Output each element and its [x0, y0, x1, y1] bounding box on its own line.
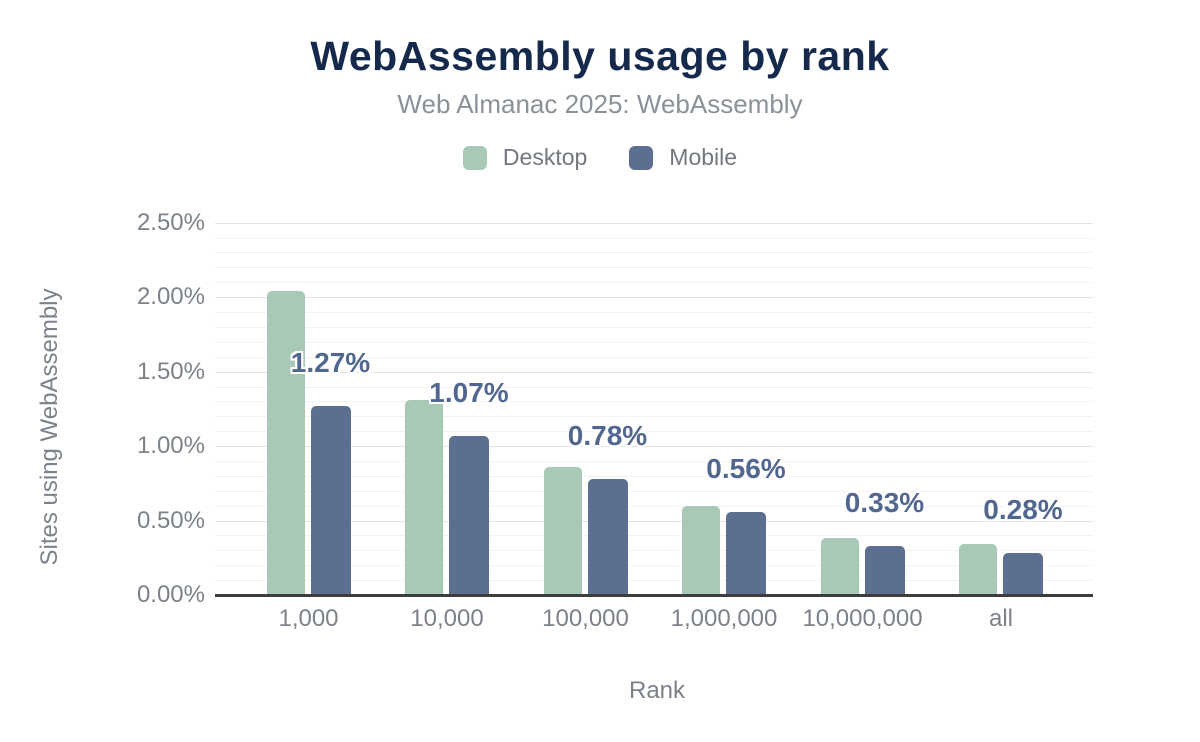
- minor-gridline: [215, 416, 1093, 418]
- x-axis-line: [215, 594, 1093, 597]
- value-label-10000000: 0.33%: [844, 486, 925, 518]
- value-label-1000: 1.27%: [290, 346, 371, 378]
- major-gridline: [215, 446, 1093, 448]
- minor-gridline: [215, 431, 1093, 433]
- minor-gridline: [215, 341, 1093, 343]
- minor-gridline: [215, 356, 1093, 358]
- x-tick-label: 100,000: [542, 605, 629, 632]
- x-tick-label: 1,000: [278, 605, 339, 632]
- bar-mobile-10000000[interactable]: [864, 545, 905, 595]
- bar-mobile-100000[interactable]: [587, 478, 628, 595]
- legend: Desktop Mobile: [0, 144, 1200, 171]
- minor-gridline: [215, 282, 1093, 284]
- major-gridline: [215, 222, 1093, 224]
- chart-subtitle: Web Almanac 2025: WebAssembly: [397, 89, 803, 119]
- y-tick-label: 0.00%: [136, 581, 205, 608]
- legend-item-mobile: Mobile: [629, 144, 737, 171]
- y-axis-title: Sites using WebAssembly: [36, 288, 63, 566]
- value-label-10000: 1.07%: [429, 376, 509, 408]
- mobile-legend-swatch-icon: [629, 145, 654, 170]
- major-gridline: [215, 297, 1093, 299]
- minor-gridline: [215, 386, 1093, 388]
- value-label-all: 0.28%: [983, 494, 1063, 526]
- bar-mobile-all[interactable]: [1003, 553, 1043, 595]
- bar-desktop-1000[interactable]: [266, 291, 305, 595]
- bar-desktop-100000[interactable]: [543, 466, 582, 595]
- value-label-100000: 0.78%: [567, 419, 648, 451]
- major-gridline: [215, 520, 1093, 522]
- minor-gridline: [215, 401, 1093, 403]
- minor-gridline: [215, 565, 1093, 567]
- bar-desktop-1000000[interactable]: [682, 505, 720, 595]
- x-tick-label: 10,000: [410, 605, 484, 632]
- minor-gridline: [215, 460, 1093, 462]
- y-tick-label: 2.50%: [136, 208, 205, 236]
- legend-label-mobile: Mobile: [669, 144, 738, 170]
- bar-mobile-10000[interactable]: [449, 435, 489, 595]
- minor-gridline: [215, 237, 1093, 239]
- minor-gridline: [215, 535, 1093, 537]
- y-tick-label: 2.00%: [136, 283, 205, 311]
- x-tick-label: 1,000,000: [670, 605, 778, 632]
- minor-gridline: [215, 267, 1093, 269]
- bar-desktop-10000[interactable]: [405, 399, 443, 595]
- x-tick-label: 10,000,000: [802, 605, 923, 632]
- x-axis-title: Rank: [628, 677, 686, 704]
- legend-label-desktop: Desktop: [502, 144, 588, 170]
- minor-gridline: [215, 326, 1093, 328]
- minor-gridline: [215, 252, 1093, 254]
- major-gridline: [215, 371, 1093, 373]
- minor-gridline: [215, 550, 1093, 552]
- y-tick-label: 0.50%: [136, 506, 205, 534]
- minor-gridline: [215, 580, 1093, 582]
- bar-desktop-10000000[interactable]: [820, 538, 859, 595]
- x-tick-label: all: [988, 605, 1014, 632]
- minor-gridline: [215, 505, 1093, 507]
- value-label-1000000: 0.56%: [706, 452, 786, 484]
- minor-gridline: [215, 475, 1093, 477]
- bar-mobile-1000[interactable]: [310, 405, 351, 595]
- minor-gridline: [215, 490, 1093, 492]
- y-tick-label: 1.50%: [136, 357, 205, 385]
- minor-gridline: [215, 312, 1093, 314]
- bar-desktop-all[interactable]: [959, 544, 997, 595]
- legend-item-desktop: Desktop: [462, 144, 588, 171]
- chart-title: WebAssembly usage by rank: [310, 33, 890, 79]
- desktop-legend-swatch-icon: [462, 145, 487, 170]
- bar-mobile-1000000[interactable]: [726, 511, 766, 595]
- y-tick-label: 1.00%: [136, 432, 205, 460]
